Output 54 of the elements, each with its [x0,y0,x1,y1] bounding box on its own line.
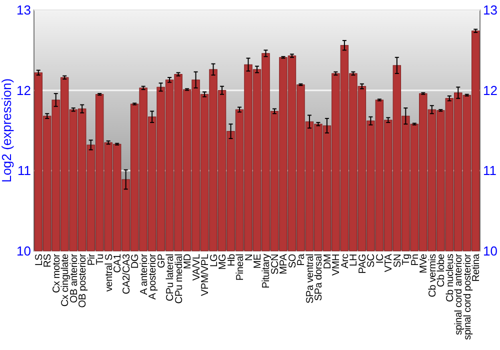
x-tick-label: A posterior [148,253,159,300]
y2-tick-label: 11 [483,163,496,178]
x-tick-label: SCN [270,254,281,275]
x-tick-label: SPa dorsal [314,254,325,301]
x-tick-label: Tu [95,254,106,265]
x-tick-label: LS [34,253,45,266]
x-tick-label: spinal cord anterior [454,253,465,336]
x-tick-label: Pir [86,253,98,266]
x-tick-label: VPM/VPL [200,253,212,296]
x-tick-label: OB posterior [78,253,89,308]
x-tick-label: Cb vermis [427,254,438,298]
x-tick-label: spinal cord posterior [462,253,474,340]
y2-tick-label: 13 [483,2,498,18]
x-tick-label: SC [366,254,378,268]
x-tick-label: SN [392,254,404,268]
x-tick-label: Pn [410,254,421,266]
y-axis-title: Log2 (expression) [0,78,14,183]
x-tick-label: A anterior [138,253,150,295]
x-tick-label: DM [322,254,334,270]
x-tick-label: Tg [401,254,412,266]
x-tick-label: LH [348,254,360,266]
x-tick-label: MPA [278,253,290,274]
x-tick-label: ventral S [104,253,115,292]
x-tick-label: Cb nucleus [444,254,456,302]
x-tick-label: N [244,254,255,262]
x-tick-label: VMH [331,254,342,276]
y2-tick-label: 10 [483,244,498,259]
x-tick-label: Cx cingulate [60,253,72,307]
x-tick-label: Arc [340,254,351,268]
x-tick-label: Cb lobe [436,253,448,288]
y-tick-label: 11 [18,163,31,178]
x-tick-label: IC [374,254,386,264]
y2-tick-label: 12 [483,82,498,98]
y-tick-label: 10 [16,244,31,259]
x-tick-label: Pa [296,253,308,266]
x-tick-label: SO [287,254,298,268]
x-tick-label: DG [130,254,142,269]
x-tick-label: Retina [471,253,482,282]
x-tick-label: MVe [418,253,430,274]
x-tick-label: Hb [226,253,238,266]
x-tick-label: VTA [384,253,395,272]
x-tick-label: CA2/CA3 [121,253,132,294]
x-tick-label: Pineal [235,254,246,281]
x-tick-label: ME [252,253,264,269]
y-tick-label: 12 [16,82,31,98]
x-tick-label: OB anterior [68,253,80,303]
x-tick-label: GP [156,253,168,268]
y-tick-label: 13 [16,2,31,18]
x-tick-label: SPa ventral [304,254,316,304]
x-tick-label: CPu medial [174,254,185,304]
x-tick-label: Pituitary [261,254,272,288]
x-tick-label: LG [208,254,220,267]
x-tick-label: PAG [357,254,368,274]
x-tick-label: RS [42,253,54,268]
